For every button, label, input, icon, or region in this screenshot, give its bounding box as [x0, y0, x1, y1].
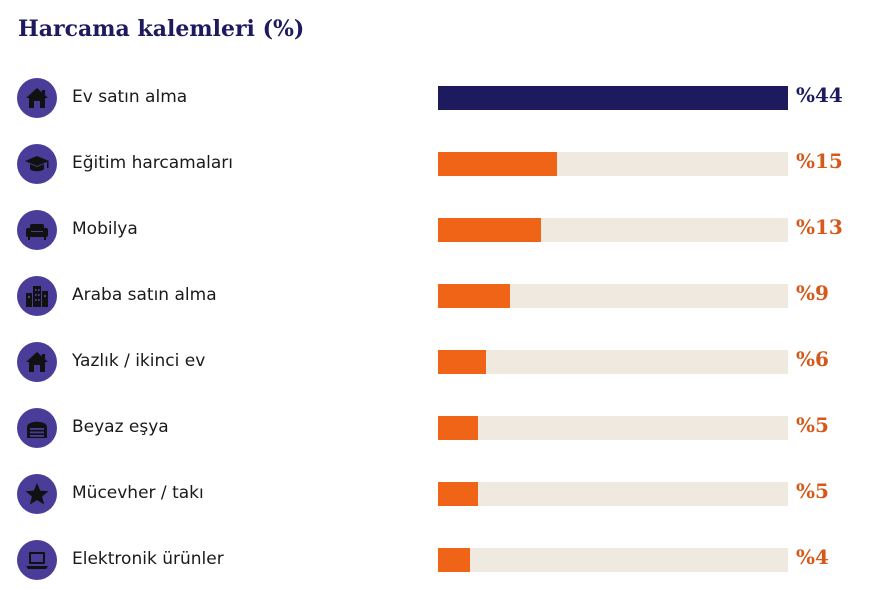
value-label: %44	[796, 83, 843, 107]
category-label: Beyaz eşya	[72, 417, 169, 437]
bar	[438, 416, 478, 440]
category-label: Mobilya	[72, 219, 138, 239]
value-label: %13	[796, 215, 843, 239]
bar-row: Mobilya %13	[0, 208, 877, 252]
bar	[438, 482, 478, 506]
value-label: %5	[796, 413, 829, 437]
bar-track	[438, 218, 788, 242]
category-label: Araba satın alma	[72, 285, 217, 305]
category-label: Elektronik ürünler	[72, 549, 224, 569]
star-icon	[25, 483, 49, 505]
bar-track	[438, 152, 788, 176]
bar-track	[438, 482, 788, 506]
bar-row: Elektronik ürünler %4	[0, 538, 877, 582]
category-icon-badge	[17, 540, 57, 580]
bar	[438, 284, 510, 308]
bar	[438, 548, 470, 572]
washing-machine-icon	[27, 421, 47, 438]
bar-row: Ev satın alma %44	[0, 76, 877, 120]
graduation-cap-icon	[25, 156, 49, 172]
value-label: %4	[796, 545, 829, 569]
category-label: Eğitim harcamaları	[72, 153, 234, 173]
bar	[438, 152, 558, 176]
value-label: %9	[796, 281, 829, 305]
house-icon	[26, 88, 48, 108]
laptop-icon	[26, 552, 48, 569]
bar	[438, 86, 788, 110]
bar-row: Araba satın alma %9	[0, 274, 877, 318]
category-icon-badge	[17, 144, 57, 184]
category-label: Yazlık / ikinci ev	[72, 351, 206, 371]
bar-track	[438, 548, 788, 572]
category-icon-badge	[17, 276, 57, 316]
category-icon-badge	[17, 408, 57, 448]
bar-row: Mücevher / takı %5	[0, 472, 877, 516]
bar-row: Beyaz eşya %5	[0, 406, 877, 450]
house-icon	[26, 352, 48, 372]
sofa-icon	[26, 224, 48, 240]
bar	[438, 350, 486, 374]
bar-track	[438, 416, 788, 440]
bar-row: Eğitim harcamaları %15	[0, 142, 877, 186]
category-icon-badge	[17, 210, 57, 250]
bar-row: Yazlık / ikinci ev %6	[0, 340, 877, 384]
value-label: %5	[796, 479, 829, 503]
bar-track	[438, 284, 788, 308]
city-buildings-icon	[26, 286, 48, 307]
category-label: Ev satın alma	[72, 87, 188, 107]
bar-track	[438, 86, 788, 110]
category-icon-badge	[17, 78, 57, 118]
value-label: %15	[796, 149, 843, 173]
chart-title: Harcama kalemleri (%)	[18, 16, 305, 42]
bar	[438, 218, 542, 242]
value-label: %6	[796, 347, 829, 371]
category-label: Mücevher / takı	[72, 483, 204, 503]
category-icon-badge	[17, 474, 57, 514]
bar-track	[438, 350, 788, 374]
category-icon-badge	[17, 342, 57, 382]
